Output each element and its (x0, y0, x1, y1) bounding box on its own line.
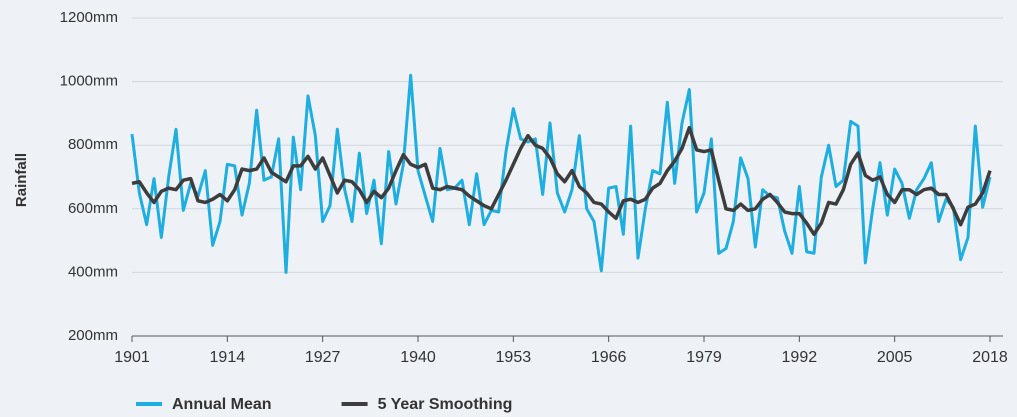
x-tick-label: 1979 (686, 349, 722, 366)
x-tick-label: 2018 (972, 349, 1008, 366)
y-tick-label: 1200mm (60, 9, 118, 26)
x-tick-label: 1914 (210, 349, 246, 366)
x-tick-label: 1940 (400, 349, 436, 366)
x-tick-label: 1953 (496, 349, 532, 366)
legend-label: 5 Year Smoothing (378, 396, 513, 413)
y-tick-label: 800mm (68, 136, 118, 153)
x-tick-label: 1927 (305, 349, 341, 366)
y-tick-label: 200mm (68, 327, 118, 344)
series-line (130, 73, 992, 274)
x-tick-label: 1966 (591, 349, 627, 366)
x-tick-label: 2005 (877, 349, 913, 366)
y-axis-title: Rainfall (13, 153, 30, 207)
y-tick-label: 600mm (68, 200, 118, 217)
x-tick-label: 1901 (114, 349, 150, 366)
y-tick-label: 400mm (68, 263, 118, 280)
legend-label: Annual Mean (172, 396, 272, 413)
y-tick-label: 1000mm (60, 73, 118, 90)
x-tick-label: 1992 (782, 349, 818, 366)
series-line (131, 125, 992, 236)
